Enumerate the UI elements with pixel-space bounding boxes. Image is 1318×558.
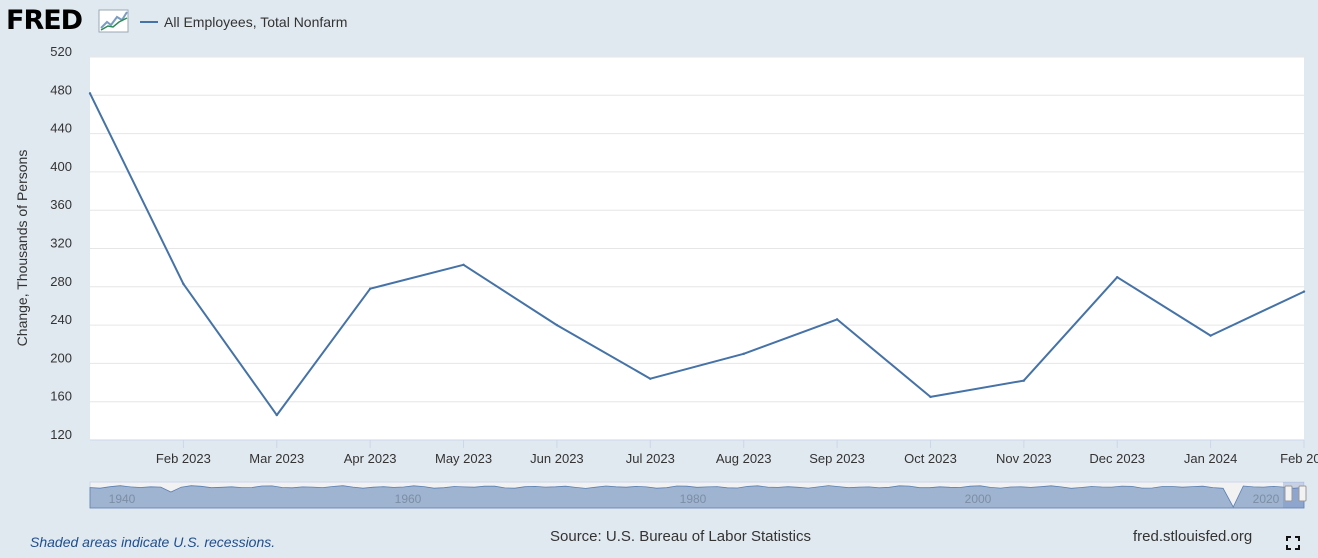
- x-tick-label: Feb 2023: [156, 451, 211, 466]
- y-tick-label: 400: [50, 159, 72, 174]
- legend-label: All Employees, Total Nonfarm: [164, 14, 348, 30]
- data-point[interactable]: [1302, 290, 1306, 293]
- series-line[interactable]: [89, 92, 1305, 417]
- data-point[interactable]: [462, 263, 465, 266]
- x-tick-label: Jul 2023: [626, 451, 675, 466]
- line-chart[interactable]: 120 160 200 240 280 320 360 400 440 480 520 Feb 202…: [0, 0, 1318, 520]
- y-axis-title: Change, Thousands of Persons: [14, 149, 30, 347]
- x-tick-label: May 2023: [435, 451, 492, 466]
- y-tick-label: 280: [50, 274, 72, 289]
- y-tick-label: 520: [50, 44, 72, 59]
- fred-logo[interactable]: FRED: [6, 5, 83, 36]
- x-tick-label: Dec 2023: [1089, 451, 1145, 466]
- y-tick-label: 240: [50, 312, 72, 327]
- source-text: Source: U.S. Bureau of Labor Statistics: [550, 528, 811, 545]
- y-tick-label: 160: [50, 389, 72, 404]
- x-tick-label: Aug 2023: [716, 451, 772, 466]
- x-tick-label: Mar 2023: [249, 451, 304, 466]
- data-point[interactable]: [835, 318, 839, 321]
- data-point[interactable]: [929, 395, 932, 399]
- y-tick-label: 480: [50, 82, 72, 97]
- y-tick-label: 320: [50, 236, 72, 251]
- fred-graph-icon: [98, 9, 129, 33]
- data-point[interactable]: [742, 352, 745, 356]
- y-tick-label: 360: [50, 197, 72, 212]
- x-tick-label: Sep 2023: [809, 451, 865, 466]
- data-point[interactable]: [88, 92, 92, 95]
- data-point[interactable]: [275, 413, 278, 417]
- navigator-year-label: 1960: [395, 492, 422, 506]
- fullscreen-icon[interactable]: [1286, 536, 1300, 550]
- x-tick-label: Apr 2023: [344, 451, 397, 466]
- y-tick-label: 440: [50, 121, 72, 136]
- y-tick-label: 120: [50, 427, 72, 442]
- navigator-year-label: 2000: [965, 492, 992, 506]
- navigator-series: [89, 485, 1305, 509]
- recession-note: Shaded areas indicate U.S. recessions.: [30, 534, 276, 550]
- chart-legend[interactable]: All Employees, Total Nonfarm: [140, 14, 347, 30]
- y-tick-label: 200: [50, 350, 72, 365]
- legend-swatch: [140, 21, 158, 23]
- navigator-year-label: 2020: [1253, 492, 1280, 506]
- x-tick-label: Feb 202: [1280, 451, 1318, 466]
- data-point[interactable]: [649, 377, 652, 380]
- data-point[interactable]: [555, 323, 559, 327]
- data-point[interactable]: [1209, 334, 1212, 337]
- x-tick-label: Nov 2023: [996, 451, 1052, 466]
- navigator-handle[interactable]: [1284, 485, 1293, 502]
- navigator-handle[interactable]: [1298, 485, 1307, 502]
- site-url[interactable]: fred.stlouisfed.org: [1133, 528, 1253, 545]
- data-point[interactable]: [368, 287, 372, 290]
- x-tick-label: Jan 2024: [1184, 451, 1238, 466]
- x-tick-label: Oct 2023: [904, 451, 957, 466]
- fred-logo-text: FRED: [6, 5, 83, 36]
- navigator-year-label: 1980: [680, 492, 707, 506]
- data-point[interactable]: [182, 282, 185, 286]
- data-point[interactable]: [1116, 276, 1119, 279]
- navigator-year-label: 1940: [109, 492, 136, 506]
- data-point[interactable]: [1022, 379, 1026, 382]
- x-tick-label: Jun 2023: [530, 451, 584, 466]
